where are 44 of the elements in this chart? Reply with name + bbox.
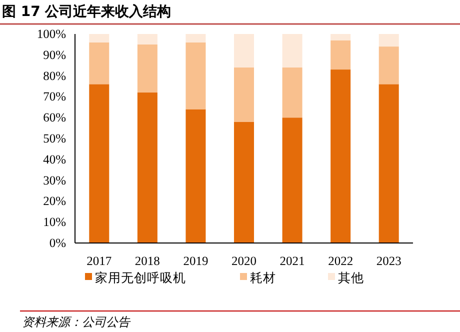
x-tick-label: 2019	[183, 254, 208, 268]
x-tick-label: 2022	[328, 254, 354, 268]
y-tick-label: 0%	[49, 236, 66, 250]
y-tick-label: 100%	[36, 27, 66, 41]
bar	[186, 109, 206, 243]
bar	[89, 84, 110, 243]
bar	[89, 34, 110, 42]
bar	[234, 67, 254, 122]
bar	[378, 46, 399, 84]
x-tick-label: 2021	[280, 254, 305, 268]
legend-label: 家用无创呼吸机	[95, 270, 186, 285]
bar	[378, 84, 399, 243]
bar	[186, 42, 206, 110]
bar	[89, 42, 110, 84]
y-tick-label: 90%	[43, 48, 66, 62]
y-tick-label: 70%	[43, 90, 66, 104]
bar	[186, 34, 206, 42]
y-tick-label: 20%	[43, 194, 66, 208]
y-tick-label: 60%	[43, 110, 66, 125]
bar	[234, 122, 254, 243]
x-tick-label: 2017	[86, 254, 112, 268]
text: 资料来源：公司公告	[22, 315, 131, 329]
bar	[330, 40, 351, 70]
legend-label: 耗材	[250, 270, 276, 285]
x-tick-label: 2018	[134, 254, 160, 268]
x-tick-label: 2023	[376, 254, 402, 268]
bar	[330, 70, 351, 243]
bar	[282, 118, 302, 243]
bar	[330, 34, 351, 40]
y-tick-label: 40%	[43, 152, 66, 166]
bar	[137, 92, 158, 243]
bar	[234, 34, 254, 68]
x-tick-label: 2020	[232, 254, 256, 268]
bar	[137, 44, 158, 93]
legend-label: 其他	[338, 270, 364, 285]
bar	[282, 34, 302, 68]
bar	[137, 34, 158, 44]
y-tick-label: 80%	[43, 68, 66, 83]
y-tick-label: 10%	[43, 215, 66, 230]
bar	[282, 67, 302, 118]
bar	[378, 34, 399, 47]
chart-title: 图 17 公司近年来收入结构	[2, 3, 172, 20]
y-tick-label: 30%	[43, 173, 66, 188]
y-tick-label: 50%	[43, 132, 66, 146]
